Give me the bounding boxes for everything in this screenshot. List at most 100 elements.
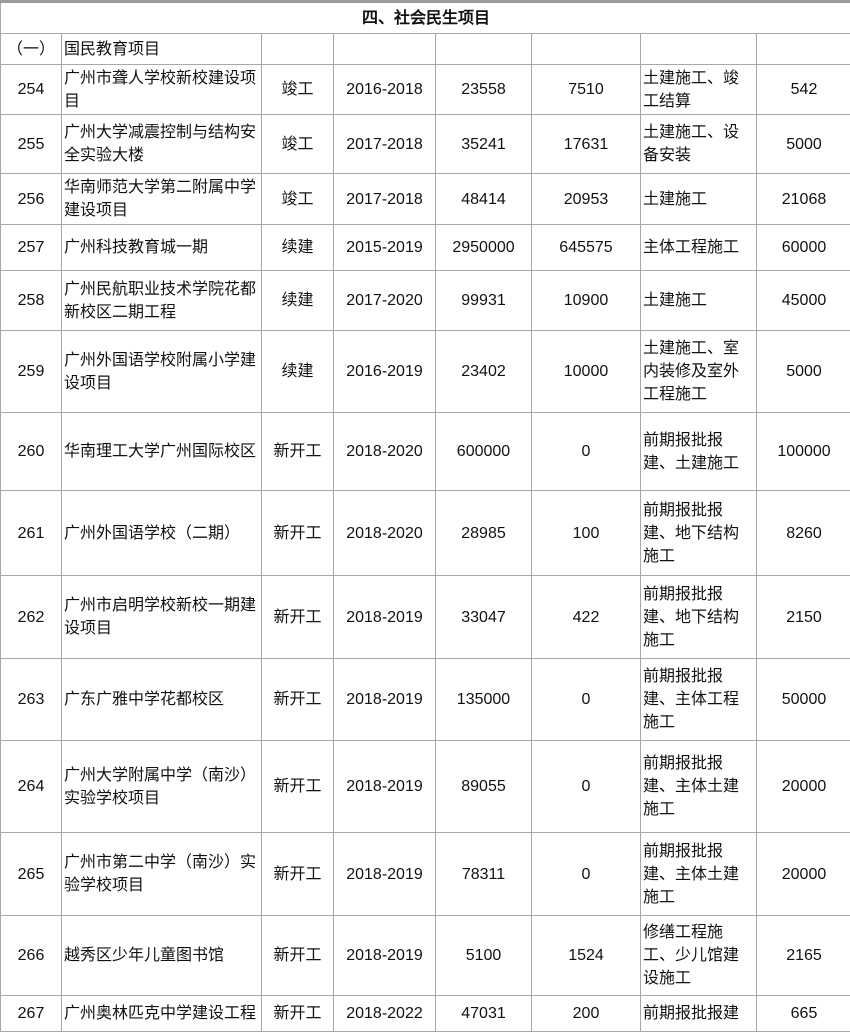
- cell-period: 2016-2018: [334, 65, 436, 115]
- cell-plan: 5000: [757, 115, 850, 174]
- cell-period: 2018-2020: [334, 413, 436, 491]
- cell-no: 265: [1, 833, 62, 916]
- cell-done: 1524: [532, 916, 641, 996]
- cell-phase: 修缮工程施工、少儿馆建设施工: [641, 916, 757, 996]
- cell-no: 266: [1, 916, 62, 996]
- cell-done: 7510: [532, 65, 641, 115]
- cell-plan: 20000: [757, 741, 850, 833]
- cell-phase: 土建施工、设备安装: [641, 115, 757, 174]
- cell-status: 新开工: [262, 741, 334, 833]
- cell-name: 广东广雅中学花都校区: [62, 659, 262, 741]
- cell-status: 新开工: [262, 916, 334, 996]
- cell-phase: 前期报批报建、地下结构施工: [641, 491, 757, 576]
- cell-name: 广州民航职业技术学院花都新校区二期工程: [62, 271, 262, 331]
- cell-phase: 土建施工: [641, 271, 757, 331]
- empty-cell: [262, 34, 334, 65]
- cell-plan: 50000: [757, 659, 850, 741]
- cell-period: 2015-2019: [334, 225, 436, 271]
- cell-plan: 542: [757, 65, 850, 115]
- cell-name: 广州市聋人学校新校建设项目: [62, 65, 262, 115]
- cell-total: 23558: [436, 65, 532, 115]
- cell-name: 广州奥林匹克中学建设工程: [62, 996, 262, 1032]
- cell-period: 2017-2018: [334, 174, 436, 225]
- cell-done: 17631: [532, 115, 641, 174]
- cell-plan: 100000: [757, 413, 850, 491]
- cell-done: 0: [532, 413, 641, 491]
- cell-period: 2018-2020: [334, 491, 436, 576]
- cell-name: 广州外国语学校（二期）: [62, 491, 262, 576]
- cell-done: 20953: [532, 174, 641, 225]
- cell-status: 新开工: [262, 576, 334, 659]
- cell-plan: 665: [757, 996, 850, 1032]
- cell-name: 越秀区少年儿童图书馆: [62, 916, 262, 996]
- cell-done: 200: [532, 996, 641, 1032]
- cell-phase: 前期报批报建、地下结构施工: [641, 576, 757, 659]
- cell-done: 0: [532, 659, 641, 741]
- cell-done: 10900: [532, 271, 641, 331]
- cell-status: 新开工: [262, 833, 334, 916]
- subsection-index: （一）: [1, 34, 62, 65]
- cell-plan: 60000: [757, 225, 850, 271]
- empty-cell: [757, 34, 850, 65]
- cell-no: 256: [1, 174, 62, 225]
- cell-total: 48414: [436, 174, 532, 225]
- empty-cell: [436, 34, 532, 65]
- cell-name: 广州大学附属中学（南沙）实验学校项目: [62, 741, 262, 833]
- cell-phase: 前期报批报建、主体工程施工: [641, 659, 757, 741]
- section-title: 四、社会民生项目: [1, 2, 850, 34]
- cell-status: 新开工: [262, 491, 334, 576]
- cell-name: 广州大学减震控制与结构安全实验大楼: [62, 115, 262, 174]
- cell-phase: 土建施工、室内装修及室外工程施工: [641, 331, 757, 413]
- cell-status: 续建: [262, 225, 334, 271]
- cell-total: 28985: [436, 491, 532, 576]
- cell-period: 2018-2022: [334, 996, 436, 1032]
- cell-total: 99931: [436, 271, 532, 331]
- cell-done: 0: [532, 741, 641, 833]
- cell-no: 260: [1, 413, 62, 491]
- cell-plan: 2165: [757, 916, 850, 996]
- empty-cell: [532, 34, 641, 65]
- cell-status: 续建: [262, 331, 334, 413]
- cell-no: 262: [1, 576, 62, 659]
- cell-period: 2018-2019: [334, 576, 436, 659]
- cell-done: 100: [532, 491, 641, 576]
- cell-done: 10000: [532, 331, 641, 413]
- cell-period: 2017-2020: [334, 271, 436, 331]
- cell-total: 135000: [436, 659, 532, 741]
- cell-name: 广州外国语学校附属小学建设项目: [62, 331, 262, 413]
- cell-name: 华南师范大学第二附属中学建设项目: [62, 174, 262, 225]
- cell-plan: 8260: [757, 491, 850, 576]
- section-title-row: 四、社会民生项目: [1, 2, 850, 34]
- cell-status: 新开工: [262, 996, 334, 1032]
- cell-period: 2018-2019: [334, 833, 436, 916]
- cell-period: 2016-2019: [334, 331, 436, 413]
- cell-status: 竣工: [262, 174, 334, 225]
- cell-total: 600000: [436, 413, 532, 491]
- cell-total: 35241: [436, 115, 532, 174]
- empty-cell: [334, 34, 436, 65]
- cell-period: 2018-2019: [334, 741, 436, 833]
- cell-plan: 45000: [757, 271, 850, 331]
- cell-period: 2018-2019: [334, 916, 436, 996]
- cell-done: 645575: [532, 225, 641, 271]
- cell-phase: 前期报批报建: [641, 996, 757, 1032]
- cell-name: 华南理工大学广州国际校区: [62, 413, 262, 491]
- cell-name: 广州科技教育城一期: [62, 225, 262, 271]
- empty-cell: [641, 34, 757, 65]
- cell-name: 广州市第二中学（南沙）实验学校项目: [62, 833, 262, 916]
- cell-status: 续建: [262, 271, 334, 331]
- cell-status: 新开工: [262, 659, 334, 741]
- cell-phase: 前期报批报建、土建施工: [641, 413, 757, 491]
